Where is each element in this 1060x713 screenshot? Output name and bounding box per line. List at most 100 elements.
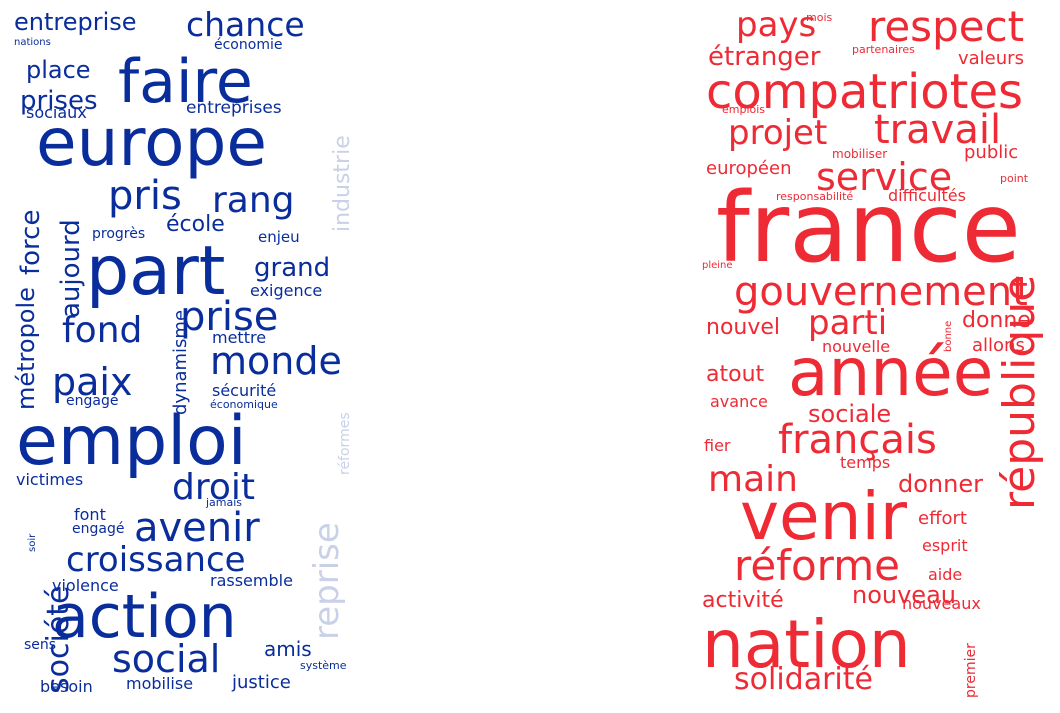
word-engage: engagé <box>66 393 119 409</box>
word-point: point <box>1000 172 1029 185</box>
word-chance: chance <box>186 5 305 44</box>
word-rang: rang <box>212 180 295 221</box>
word-emplois: emplois <box>722 103 766 116</box>
word-metropole: métropole <box>12 287 40 410</box>
word-monde: monde <box>210 339 342 383</box>
word-europeen: européen <box>706 158 792 179</box>
word-atout: atout <box>706 362 765 387</box>
word-font: font <box>74 505 106 524</box>
word-economie: économie <box>214 37 283 53</box>
word-public: public <box>964 142 1019 163</box>
word-sociale: sociale <box>808 400 892 428</box>
word-avenir: avenir <box>134 505 260 551</box>
word-cloud-left: entreprise chance nations économie faire plac… <box>0 0 360 713</box>
word-reformes: réformes <box>337 412 353 475</box>
word-solidarite: solidarité <box>734 662 873 697</box>
word-victimes: victimes <box>16 470 84 489</box>
word-industrie: industrie <box>330 135 355 232</box>
word-mobiliser: mobiliser <box>832 147 888 161</box>
word-travail: travail <box>874 107 1002 153</box>
word-avance: avance <box>710 392 768 411</box>
word-service: service <box>816 155 953 199</box>
word-donner: donner <box>898 470 983 498</box>
word-francais: français <box>778 417 937 463</box>
word-soir: soir <box>27 533 38 552</box>
word-main: main <box>708 459 798 500</box>
word-france: france <box>716 172 1021 284</box>
word-difficultes: difficultés <box>888 186 966 205</box>
word-croissance: croissance <box>66 540 246 580</box>
word-valeurs: valeurs <box>958 48 1024 69</box>
word-jamais: jamais <box>206 496 243 509</box>
word-nations: nations <box>14 37 51 48</box>
word-respect: respect <box>868 2 1025 51</box>
word-partenaires: partenaires <box>852 43 915 56</box>
word-fier: fier <box>704 436 731 455</box>
word-republique: république <box>994 274 1045 510</box>
word-nation: nation <box>702 606 911 683</box>
word-force: force <box>16 209 46 275</box>
word-aide: aide <box>928 565 963 584</box>
word-mobilise: mobilise <box>126 674 194 693</box>
word-donne: donne <box>962 308 1031 333</box>
word-reforme: réforme <box>734 541 900 590</box>
word-entreprises: entreprises <box>186 98 282 118</box>
word-economique: économique <box>210 398 278 411</box>
word-grand: grand <box>254 253 331 283</box>
word-responsabilite: responsabilité <box>776 190 854 203</box>
word-pays: pays <box>736 5 817 45</box>
word-allons: allons <box>972 335 1025 356</box>
word-activite: activité <box>702 588 784 613</box>
word-ecole: école <box>166 212 225 237</box>
word-nouveaux: nouveaux <box>902 594 981 613</box>
word-europe: europe <box>36 104 267 181</box>
word-effort: effort <box>918 508 967 529</box>
word-pleine: pleine <box>702 260 733 271</box>
word-cloud-right: pays mois respect partenaires étranger valeur… <box>698 0 1060 713</box>
word-paix: paix <box>52 360 133 404</box>
word-nouvelle: nouvelle <box>822 337 891 356</box>
word-violence: violence <box>52 576 119 595</box>
word-progres: progrès <box>92 226 146 242</box>
word-venir: venir <box>740 478 907 555</box>
word-prise: prise <box>180 294 279 340</box>
word-prises: prises <box>20 86 98 116</box>
word-dynamisme: dynamisme <box>170 309 191 415</box>
word-premier: premier <box>963 643 979 698</box>
word-rassemble: rassemble <box>210 571 293 590</box>
word-fond: fond <box>62 310 143 351</box>
word-part: part <box>86 232 226 311</box>
word-exigence: exigence <box>250 281 323 300</box>
word-temps: temps <box>840 453 891 472</box>
word-systeme: système <box>300 659 347 672</box>
word-nouveau: nouveau <box>852 581 956 609</box>
word-faire: faire <box>118 47 253 117</box>
word-emploi: emploi <box>16 402 247 481</box>
word-securite: sécurité <box>212 381 277 400</box>
word-annee: année <box>788 334 994 411</box>
word-etranger: étranger <box>708 42 821 72</box>
word-action: action <box>52 582 237 652</box>
word-projet: projet <box>728 113 828 153</box>
word-gouvernement: gouvernement <box>734 269 1028 315</box>
word-compatriotes: compatriotes <box>706 64 1024 120</box>
word-engage: engagé <box>72 521 125 537</box>
word-social: social <box>112 637 221 681</box>
word-sens: sens <box>24 637 57 653</box>
word-mois: mois <box>806 11 833 24</box>
word-parti: parti <box>808 303 888 343</box>
word-mettre: mettre <box>212 328 267 347</box>
word-besoin: besoin <box>40 677 93 696</box>
word-amis: amis <box>264 637 312 661</box>
word-aujourd: aujourd <box>56 219 86 318</box>
word-justice: justice <box>232 672 291 693</box>
word-reprise: reprise <box>307 522 347 640</box>
word-place: place <box>26 56 91 84</box>
word-entreprise: entreprise <box>14 8 137 36</box>
word-pris: pris <box>108 173 182 219</box>
word-droit: droit <box>172 467 256 508</box>
word-esprit: esprit <box>922 536 968 555</box>
word-nouvel: nouvel <box>706 315 781 340</box>
word-sociaux: sociaux <box>26 103 87 122</box>
word-enjeu: enjeu <box>258 228 300 246</box>
